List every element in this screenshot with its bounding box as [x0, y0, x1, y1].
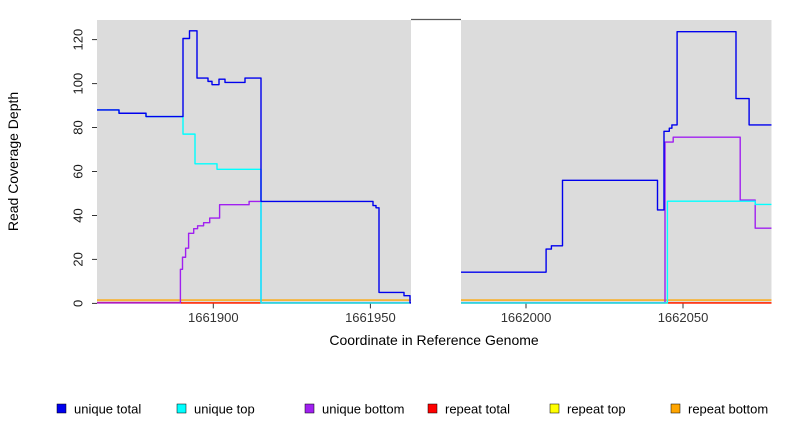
- svg-text:40: 40: [70, 208, 85, 222]
- svg-text:1661950: 1661950: [345, 310, 396, 325]
- svg-text:120: 120: [70, 29, 85, 51]
- svg-text:repeat bottom: repeat bottom: [688, 402, 768, 417]
- svg-text:1661900: 1661900: [188, 310, 239, 325]
- svg-text:unique top: unique top: [194, 402, 255, 417]
- svg-text:1662050: 1662050: [658, 310, 709, 325]
- svg-text:1662000: 1662000: [501, 310, 552, 325]
- svg-text:100: 100: [70, 73, 85, 95]
- svg-text:Coordinate in Reference Genome: Coordinate in Reference Genome: [329, 332, 539, 348]
- svg-text:60: 60: [70, 164, 85, 178]
- svg-text:repeat total: repeat total: [445, 402, 510, 417]
- svg-text:80: 80: [70, 120, 85, 134]
- svg-text:repeat top: repeat top: [567, 402, 626, 417]
- svg-text:20: 20: [70, 252, 85, 266]
- svg-text:Read Coverage Depth: Read Coverage Depth: [5, 92, 21, 231]
- svg-text:unique total: unique total: [74, 402, 141, 417]
- svg-text:0: 0: [70, 300, 85, 307]
- svg-text:unique bottom: unique bottom: [322, 402, 404, 417]
